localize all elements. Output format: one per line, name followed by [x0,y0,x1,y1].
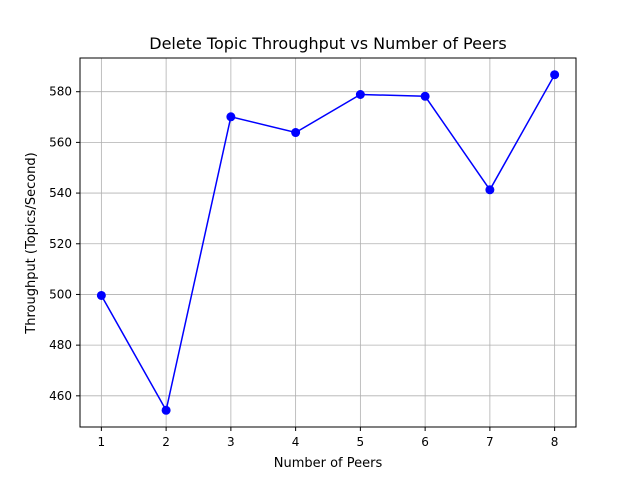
plot-frame [79,57,577,428]
data-point-6 [420,91,430,101]
y-tick-label-460: 460 [49,389,72,403]
axes-layer [79,57,577,428]
x-tick-label-1: 1 [98,435,106,449]
x-tick-label-5: 5 [357,435,365,449]
x-tick-label-2: 2 [162,435,170,449]
x-tick-label-6: 6 [421,435,429,449]
x-tick-label-8: 8 [551,435,559,449]
x-tick-label-3: 3 [227,435,235,449]
y-tick-label-540: 540 [49,186,72,200]
series-layer [96,70,560,415]
chart-title: Delete Topic Throughput vs Number of Pee… [149,34,506,53]
x-axis-label: Number of Peers [274,456,383,471]
y-tick-label-480: 480 [49,338,72,352]
data-point-4 [291,128,301,138]
data-point-3 [226,112,236,122]
series-line [100,74,556,413]
data-point-7 [485,185,495,195]
x-tick-label-7: 7 [486,435,494,449]
data-point-1 [96,290,106,300]
x-tick-label-4: 4 [292,435,300,449]
grid-layer [80,58,576,427]
y-tick-label-520: 520 [49,237,72,251]
y-tick-label-560: 560 [49,135,72,149]
y-axis-label: Throughput (Topics/Second) [24,152,39,334]
ticks-layer: 1 2 3 4 5 6 7 8 460 480 500 520 540 560 580 [49,85,558,449]
data-point-2 [161,405,171,415]
y-tick-label-500: 500 [49,287,72,301]
data-point-8 [550,70,560,80]
y-tick-label-580: 580 [49,85,72,99]
data-point-5 [355,89,365,99]
